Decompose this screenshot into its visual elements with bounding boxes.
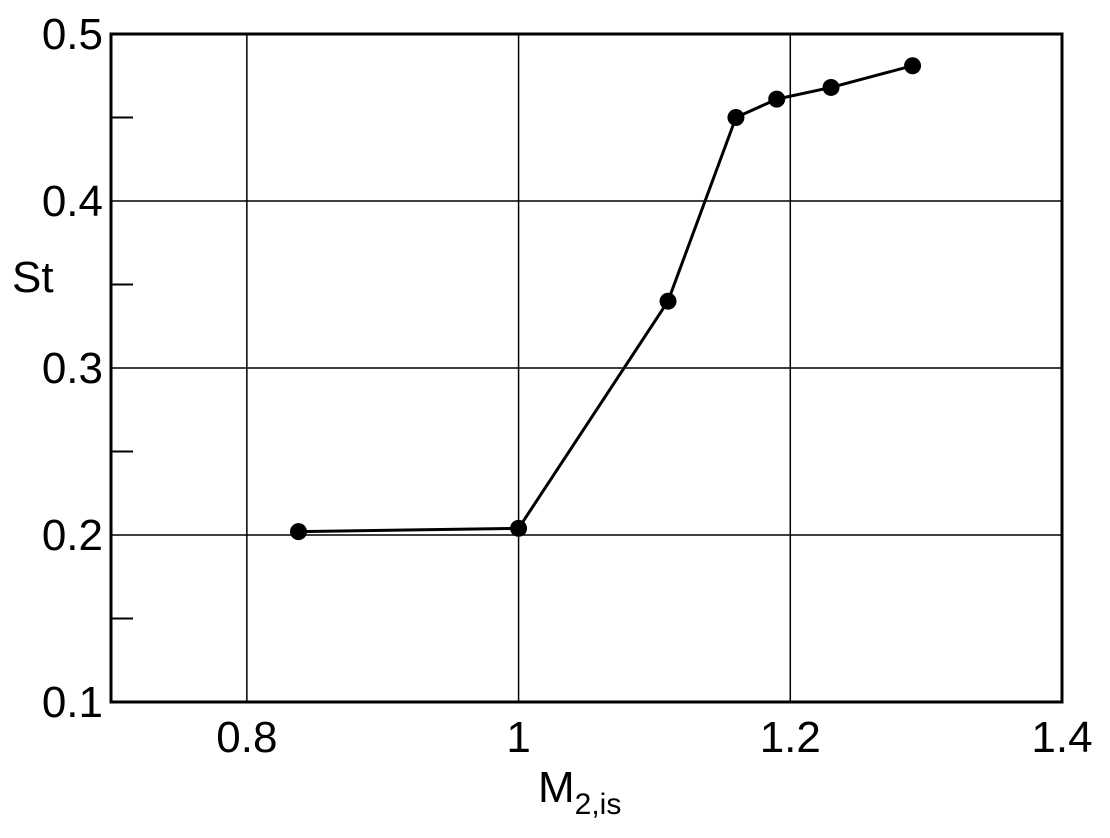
data-point-1 <box>510 519 528 537</box>
data-series <box>289 57 922 541</box>
y-tick-label-0: 0.1 <box>42 678 103 727</box>
plot-frame <box>109 32 1064 704</box>
x-tick-label-0: 0.8 <box>216 713 277 762</box>
data-point-0 <box>289 523 307 541</box>
x-tick-label-1: 1 <box>506 713 530 762</box>
x-axis-label-subscript: 2,is <box>575 788 622 821</box>
data-point-5 <box>822 78 840 96</box>
axis-ticks <box>111 116 133 620</box>
x-tick-labels: 0.8 1 1.2 1.4 <box>216 713 1092 762</box>
data-point-2 <box>659 292 677 310</box>
data-point-3 <box>727 109 745 126</box>
x-tick-label-3: 1.4 <box>1031 713 1092 762</box>
y-tick-label-3: 0.4 <box>42 177 103 226</box>
y-tick-label-1: 0.2 <box>42 511 103 560</box>
grid-lines <box>111 34 1062 702</box>
x-axis-label-main: M <box>538 763 575 812</box>
y-tick-label-2: 0.3 <box>42 344 103 393</box>
x-axis-label: M2,is <box>538 763 621 821</box>
data-point-6 <box>904 57 922 75</box>
x-tick-label-2: 1.2 <box>760 713 821 762</box>
data-point-4 <box>768 90 786 108</box>
y-axis-label: St <box>12 253 54 302</box>
series-line-0 <box>298 64 913 534</box>
y-tick-label-4: 0.5 <box>42 10 103 59</box>
y-tick-labels: 0.1 0.2 0.3 0.4 0.5 <box>42 10 103 727</box>
